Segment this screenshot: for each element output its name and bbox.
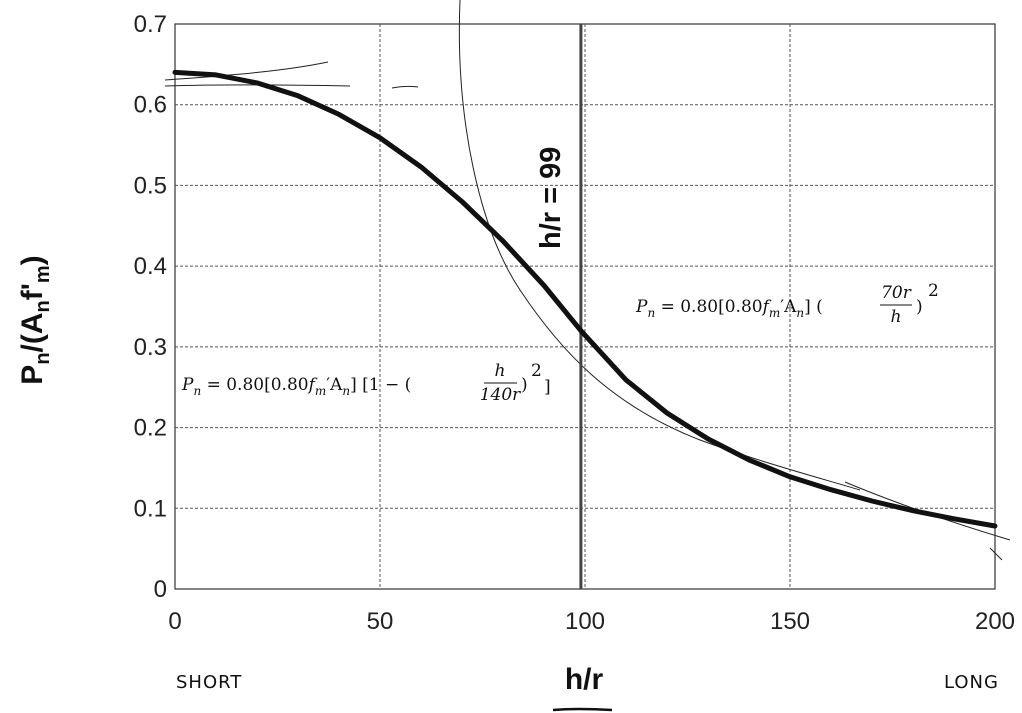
series-points <box>174 71 996 527</box>
y-title-sub-n2: n <box>32 300 54 312</box>
fraction-numerator-70r: 70r <box>881 283 912 303</box>
y-title-sub-m: m <box>32 265 54 283</box>
grid-lines <box>175 24 995 589</box>
series-point <box>174 71 176 73</box>
series-point <box>912 510 914 512</box>
y-tick-label: 0.5 <box>134 172 167 199</box>
x-tick-label: 0 <box>168 608 181 635</box>
series-point <box>994 525 996 527</box>
series-point <box>748 459 750 461</box>
y-axis-title: Pn/(Anf'm) <box>16 255 54 384</box>
y-axis-ticks: 0 0.1 0.2 0.3 0.4 0.5 0.6 0.7 <box>134 11 167 603</box>
series-point <box>707 438 709 440</box>
y-title-p: P <box>16 365 49 385</box>
close-paren: ) <box>521 375 528 395</box>
y-tick-label: 0.6 <box>134 92 167 119</box>
series-point <box>953 518 955 520</box>
x-tick-label: 150 <box>770 608 810 635</box>
series-point <box>338 113 340 115</box>
y-title-mid: /(A <box>16 312 49 352</box>
y-tick-label: 0.1 <box>134 495 167 522</box>
x-tick-label: 100 <box>565 608 605 635</box>
series-point <box>830 489 832 491</box>
y-title-f: f' <box>16 283 49 300</box>
x-tick-label: 50 <box>367 608 394 635</box>
series-point <box>215 74 217 76</box>
y-tick-label: 0.3 <box>134 334 167 361</box>
series-point <box>871 500 873 502</box>
series-point <box>420 166 422 168</box>
y-tick-label: 0.4 <box>134 253 167 280</box>
series-point <box>789 476 791 478</box>
fraction-denominator-h: h <box>891 307 902 327</box>
exponent-2: 2 <box>928 281 939 301</box>
close-bracket: ] <box>544 377 551 397</box>
hand-sketch-top-line <box>164 61 329 81</box>
series-point <box>297 95 299 97</box>
x-tick-label: 200 <box>975 608 1015 635</box>
hand-sketch-tick-mark <box>989 547 1003 561</box>
h-r-99-label: h/r = 99 <box>535 147 567 249</box>
series-point <box>625 379 627 381</box>
y-tick-label: 0.2 <box>134 415 167 442</box>
handwritten-short: SHORT <box>176 672 242 693</box>
hand-sketch-arc <box>458 0 861 491</box>
handwritten-long: LONG <box>944 672 999 693</box>
close-paren: ) <box>916 297 923 317</box>
x-axis-title: h/r <box>565 663 604 696</box>
y-title-close: ) <box>16 255 49 265</box>
y-title-sub-n: n <box>32 352 54 364</box>
equation-short-fraction: h 140r ) 2 ] <box>480 361 551 405</box>
series-point <box>580 330 582 332</box>
fraction-numerator-h: h <box>495 361 506 381</box>
x-axis-ticks: 0 50 100 150 200 <box>168 608 1015 635</box>
series-point <box>666 412 668 414</box>
series-point <box>461 201 463 203</box>
series-point <box>256 82 258 84</box>
equation-long-fraction: 70r h ) 2 <box>880 281 939 327</box>
equation-long-columns: Pn = 0.80[0.80fm′An] ( <box>635 297 823 320</box>
y-tick-label: 0.7 <box>134 11 167 38</box>
fraction-denominator-140r: 140r <box>480 385 521 405</box>
y-tick-label: 0 <box>154 576 167 603</box>
exponent-2: 2 <box>531 361 542 381</box>
equation-short-columns: Pn = 0.80[0.80fm′An] [1 − ( <box>181 375 411 398</box>
hand-sketch-dash <box>391 85 419 89</box>
x-title-underline <box>552 707 613 712</box>
series-point <box>543 285 545 287</box>
series-point <box>502 240 504 242</box>
series-point <box>379 137 381 139</box>
